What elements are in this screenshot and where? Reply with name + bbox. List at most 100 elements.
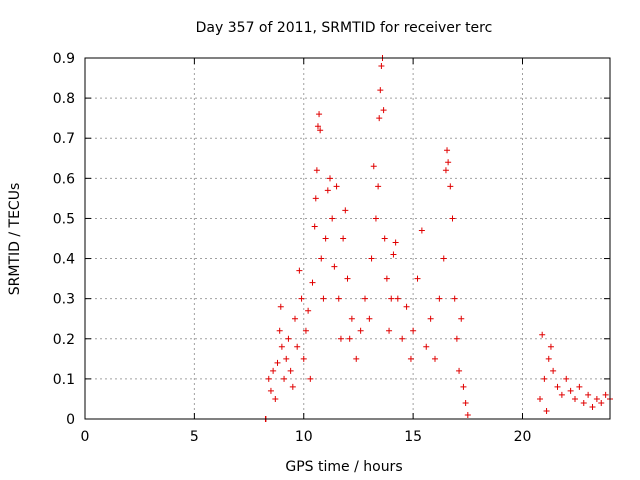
grid-lines — [85, 58, 610, 419]
data-point — [274, 359, 281, 366]
data-point — [558, 391, 565, 398]
data-point — [545, 355, 552, 362]
data-point — [314, 123, 321, 130]
chart-title: Day 357 of 2011, SRMTID for receiver ter… — [196, 20, 493, 36]
data-point — [296, 267, 303, 274]
data-point — [335, 295, 342, 302]
data-point — [390, 251, 397, 258]
data-point — [302, 327, 309, 334]
data-point — [464, 411, 471, 418]
data-point — [270, 367, 277, 374]
data-point — [403, 303, 410, 310]
data-point — [318, 255, 325, 262]
data-point — [458, 315, 465, 322]
data-point — [309, 279, 316, 286]
y-tick-label: 0.4 — [53, 252, 75, 268]
data-point — [585, 391, 592, 398]
data-point — [353, 355, 360, 362]
y-tick-label: 0.5 — [53, 211, 75, 227]
data-point — [346, 335, 353, 342]
data-point — [451, 295, 458, 302]
data-point — [366, 315, 373, 322]
data-point — [563, 375, 570, 382]
x-tick-label: 10 — [295, 429, 313, 445]
data-point — [456, 367, 463, 374]
data-point — [324, 187, 331, 194]
data-point — [348, 315, 355, 322]
y-axis-label: SRMTID / TECUs — [7, 183, 23, 296]
data-point — [447, 183, 454, 190]
x-tick-label: 20 — [514, 429, 532, 445]
data-point — [342, 207, 349, 214]
data-point — [418, 227, 425, 234]
data-point — [436, 295, 443, 302]
x-axis-label: GPS time / hours — [285, 459, 402, 475]
data-point — [383, 275, 390, 282]
data-point — [380, 107, 387, 114]
data-point — [572, 395, 578, 402]
data-point — [272, 395, 279, 402]
y-tick-label: 0.2 — [53, 332, 75, 348]
data-point — [550, 367, 557, 374]
data-point — [427, 315, 434, 322]
data-point — [292, 315, 298, 322]
data-point — [370, 163, 377, 170]
data-point — [375, 183, 382, 190]
data-point — [289, 383, 296, 390]
data-point — [460, 383, 467, 390]
data-point — [547, 343, 554, 350]
data-point — [320, 295, 327, 302]
data-point — [432, 355, 438, 362]
data-point — [378, 63, 385, 70]
data-point — [541, 375, 548, 382]
x-tick-label: 0 — [81, 429, 90, 445]
data-point — [265, 375, 272, 382]
data-point — [589, 403, 596, 410]
y-tick-label: 0.6 — [53, 171, 75, 187]
data-point — [537, 395, 543, 402]
data-point — [576, 383, 583, 390]
data-point — [305, 307, 312, 314]
data-point — [298, 295, 305, 302]
data-point — [337, 335, 344, 342]
data-point — [381, 235, 388, 242]
data-point — [388, 295, 395, 302]
x-tick-label: 15 — [404, 429, 422, 445]
data-point — [307, 375, 314, 382]
data-point — [327, 175, 333, 182]
data-point — [392, 239, 399, 246]
data-point — [394, 295, 401, 302]
data-point — [344, 275, 351, 282]
y-tick-label: 0.3 — [53, 292, 75, 308]
data-point — [331, 263, 338, 270]
data-point — [407, 355, 414, 362]
data-point — [372, 215, 379, 222]
data-point — [442, 167, 449, 174]
data-point — [312, 195, 319, 202]
y-tick-label: 0 — [66, 412, 75, 428]
data-point — [300, 355, 307, 362]
data-point — [287, 367, 294, 374]
y-tick-label: 0.7 — [53, 131, 75, 147]
data-point — [376, 115, 383, 122]
data-point — [602, 391, 609, 398]
data-point — [322, 235, 329, 242]
data-point — [539, 331, 546, 338]
data-point — [598, 399, 605, 406]
data-point — [449, 215, 456, 222]
data-point — [281, 375, 288, 382]
axis-ticks: 0 0.1 0.2 0.3 0.4 0.5 0.6 0.7 0.8 0.9 0 5 10 15 20 — [53, 51, 610, 445]
data-point — [399, 335, 406, 342]
y-tick-label: 0.9 — [53, 51, 75, 67]
data-point — [329, 215, 336, 222]
data-point — [362, 295, 368, 302]
y-tick-label: 0.1 — [53, 372, 75, 388]
data-point — [333, 183, 340, 190]
data-point — [593, 395, 600, 402]
data-point — [462, 399, 469, 406]
data-point — [567, 387, 574, 394]
data-point — [445, 159, 452, 166]
data-point — [316, 111, 323, 118]
data-point — [340, 235, 347, 242]
